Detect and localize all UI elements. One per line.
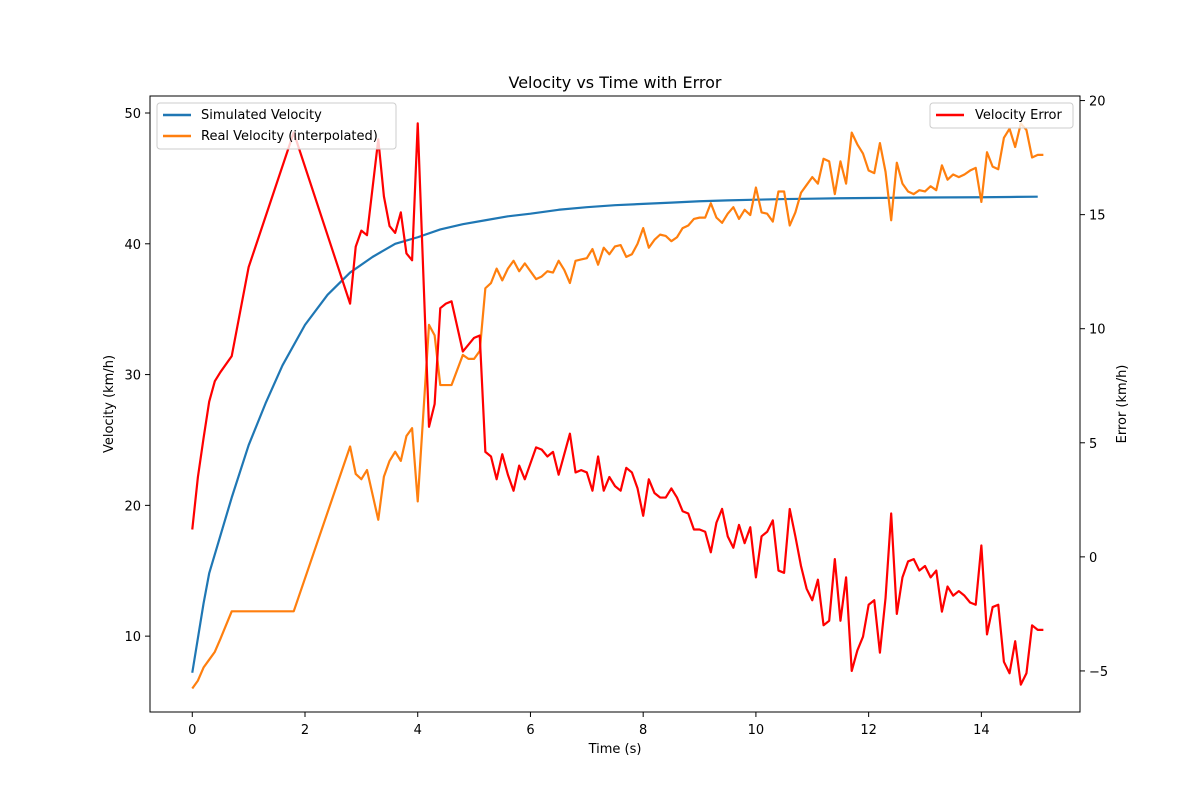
legend-right-box bbox=[929, 102, 1074, 129]
x-tick-label: 6 bbox=[526, 723, 534, 738]
plot-frame bbox=[149, 95, 1081, 713]
y-right-tick-label: 10 bbox=[1089, 323, 1106, 338]
x-tick-label: 14 bbox=[973, 723, 990, 738]
x-tick-label: 0 bbox=[188, 723, 196, 738]
y-right-tick-label: 20 bbox=[1089, 95, 1106, 110]
y-left-tick-label: 20 bbox=[124, 499, 141, 514]
y-right-tick-label: 5 bbox=[1089, 437, 1097, 452]
y-axis-right-label: Error (km/h) bbox=[1115, 365, 1130, 444]
legend-left: Simulated Velocity Real Velocity (interp… bbox=[156, 102, 397, 150]
legend-label-real: Real Velocity (interpolated) bbox=[201, 129, 378, 144]
series-line-simulated-velocity bbox=[191, 195, 1038, 673]
y-right-tick-label: −5 bbox=[1089, 665, 1108, 680]
y-right-tick-label: 15 bbox=[1089, 209, 1106, 224]
legend-label-simulated: Simulated Velocity bbox=[201, 108, 322, 123]
legend-label-error: Velocity Error bbox=[975, 108, 1062, 123]
legend-left-box bbox=[156, 102, 397, 150]
series-layer bbox=[191, 122, 1044, 690]
x-tick-label: 8 bbox=[639, 723, 647, 738]
legend-right: Velocity Error bbox=[929, 102, 1074, 129]
y-right-tick-label: 0 bbox=[1089, 551, 1097, 566]
x-tick-label: 12 bbox=[860, 723, 877, 738]
y-axis-right: −5 0 5 10 15 20 bbox=[1080, 95, 1108, 680]
y-left-tick-label: 50 bbox=[124, 107, 141, 122]
x-tick-label: 10 bbox=[748, 723, 765, 738]
series-line-real-velocity-interpolated bbox=[191, 122, 1044, 690]
chart-title: Velocity vs Time with Error bbox=[508, 73, 721, 92]
x-tick-label: 2 bbox=[301, 723, 309, 738]
series-line-velocity-error bbox=[191, 122, 1044, 686]
y-left-tick-label: 40 bbox=[124, 238, 141, 253]
x-axis: 0 2 4 6 8 10 12 14 bbox=[188, 712, 990, 738]
y-axis-left: 10 20 30 40 50 bbox=[124, 107, 150, 645]
y-left-tick-label: 10 bbox=[124, 630, 141, 645]
y-axis-left-label: Velocity (km/h) bbox=[102, 355, 117, 453]
x-tick-label: 4 bbox=[414, 723, 422, 738]
y-left-tick-label: 30 bbox=[124, 369, 141, 384]
x-axis-label: Time (s) bbox=[588, 742, 642, 757]
